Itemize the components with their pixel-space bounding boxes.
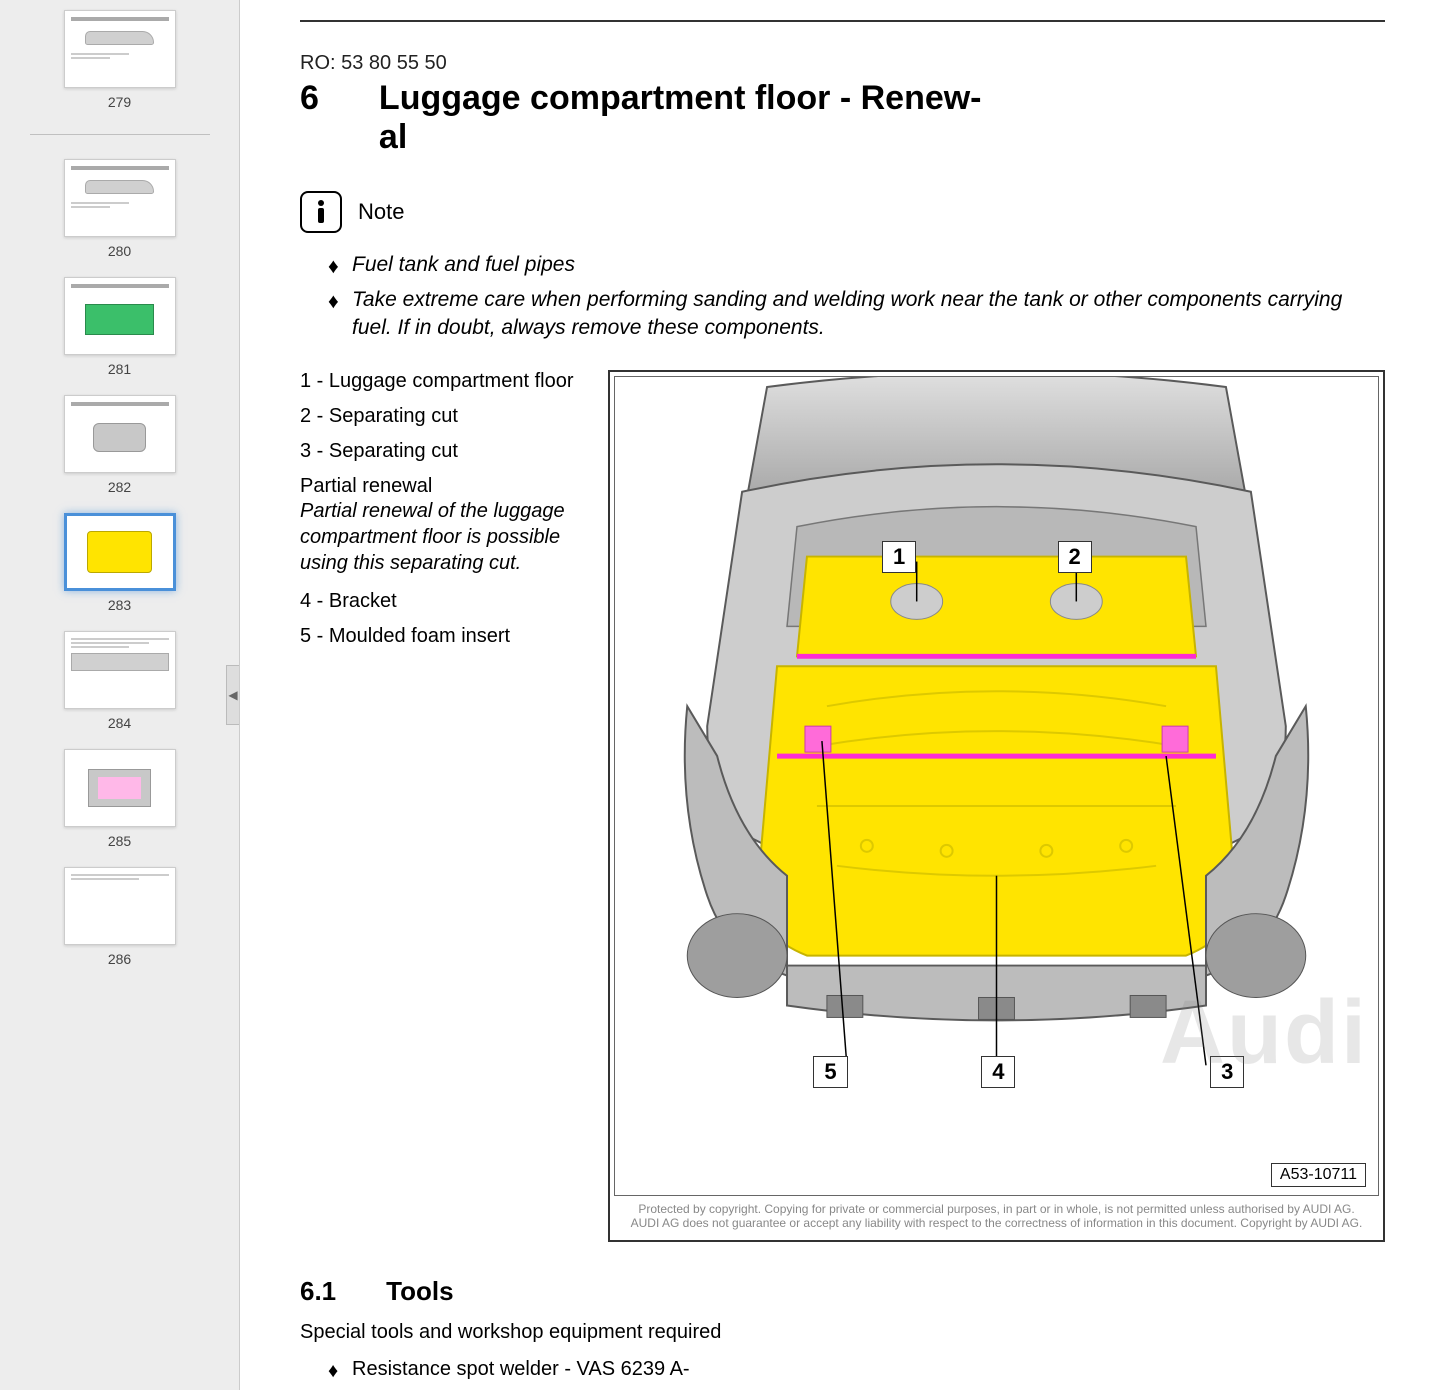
thumbnail-sidebar: 279 280 281 282 283 284 285 286 ◀ [0,0,240,1390]
thumbnail[interactable]: 280 [64,159,176,259]
callout-2: 2 [1058,541,1092,573]
note-bullets: Fuel tank and fuel pipes Take extreme ca… [300,251,1385,342]
thumbnail-page-number: 279 [108,94,131,110]
thumbnail-page-number: 280 [108,243,131,259]
part-item: 4 - Bracket [300,590,590,613]
thumbnail-page-number: 282 [108,479,131,495]
thumbnail-page-number: 281 [108,361,131,377]
tools-list: Resistance spot welder - VAS 6239 A- Res… [300,1358,1385,1390]
thumbnail[interactable]: 284 [64,631,176,731]
thumbnail-page-number: 284 [108,715,131,731]
part-item: 1 - Luggage compartment floor [300,370,590,393]
tools-section-title: Tools [386,1276,453,1307]
parts-list: 1 - Luggage compartment floor 2 - Separa… [300,370,590,660]
callout-5: 5 [813,1056,847,1088]
thumbnail[interactable]: 282 [64,395,176,495]
section-title: Luggage compartment floor - Renew-al [379,79,982,157]
document-page: RO: 53 80 55 50 6 Luggage compartment fl… [240,0,1445,1390]
tool-item: Resistance spot welder - VAS 6239 A- [328,1358,1385,1381]
note-item: Fuel tank and fuel pipes [328,251,1385,279]
ro-code: RO: 53 80 55 50 [300,52,1385,75]
partial-text: Partial renewal of the luggage compartme… [300,498,590,576]
thumbnail[interactable]: 279 [64,10,176,110]
note-label: Note [358,199,404,225]
callout-1: 1 [882,541,916,573]
partial-title: Partial renewal [300,475,590,498]
thumbnail[interactable]: 285 [64,749,176,849]
part-item: 5 - Moulded foam insert [300,625,590,648]
thumbnail-page-number: 286 [108,951,131,967]
tools-section-number: 6.1 [300,1276,336,1307]
info-icon [300,191,342,233]
thumbnail-page-number: 285 [108,833,131,849]
copyright-notice: Protected by copyright. Copying for priv… [614,1196,1379,1236]
note-item: Take extreme care when performing sandin… [328,286,1385,343]
tools-subtitle: Special tools and workshop equipment req… [300,1321,1385,1344]
section-number: 6 [300,79,319,118]
watermark: Audi [1160,982,1368,1085]
thumbnail[interactable]: 286 [64,867,176,967]
thumbnail-page-number: 283 [108,597,131,613]
callout-4: 4 [981,1056,1015,1088]
figure: 1 2 3 4 5 Audi A53-10711 Protected by co… [608,370,1385,1242]
sidebar-collapse-handle[interactable]: ◀ [226,665,240,725]
part-item: 2 - Separating cut [300,405,590,428]
thumbnail[interactable]: 283 [64,513,176,613]
thumbnail[interactable]: 281 [64,277,176,377]
figure-reference: A53-10711 [1271,1163,1366,1187]
part-item: 3 - Separating cut [300,440,590,463]
